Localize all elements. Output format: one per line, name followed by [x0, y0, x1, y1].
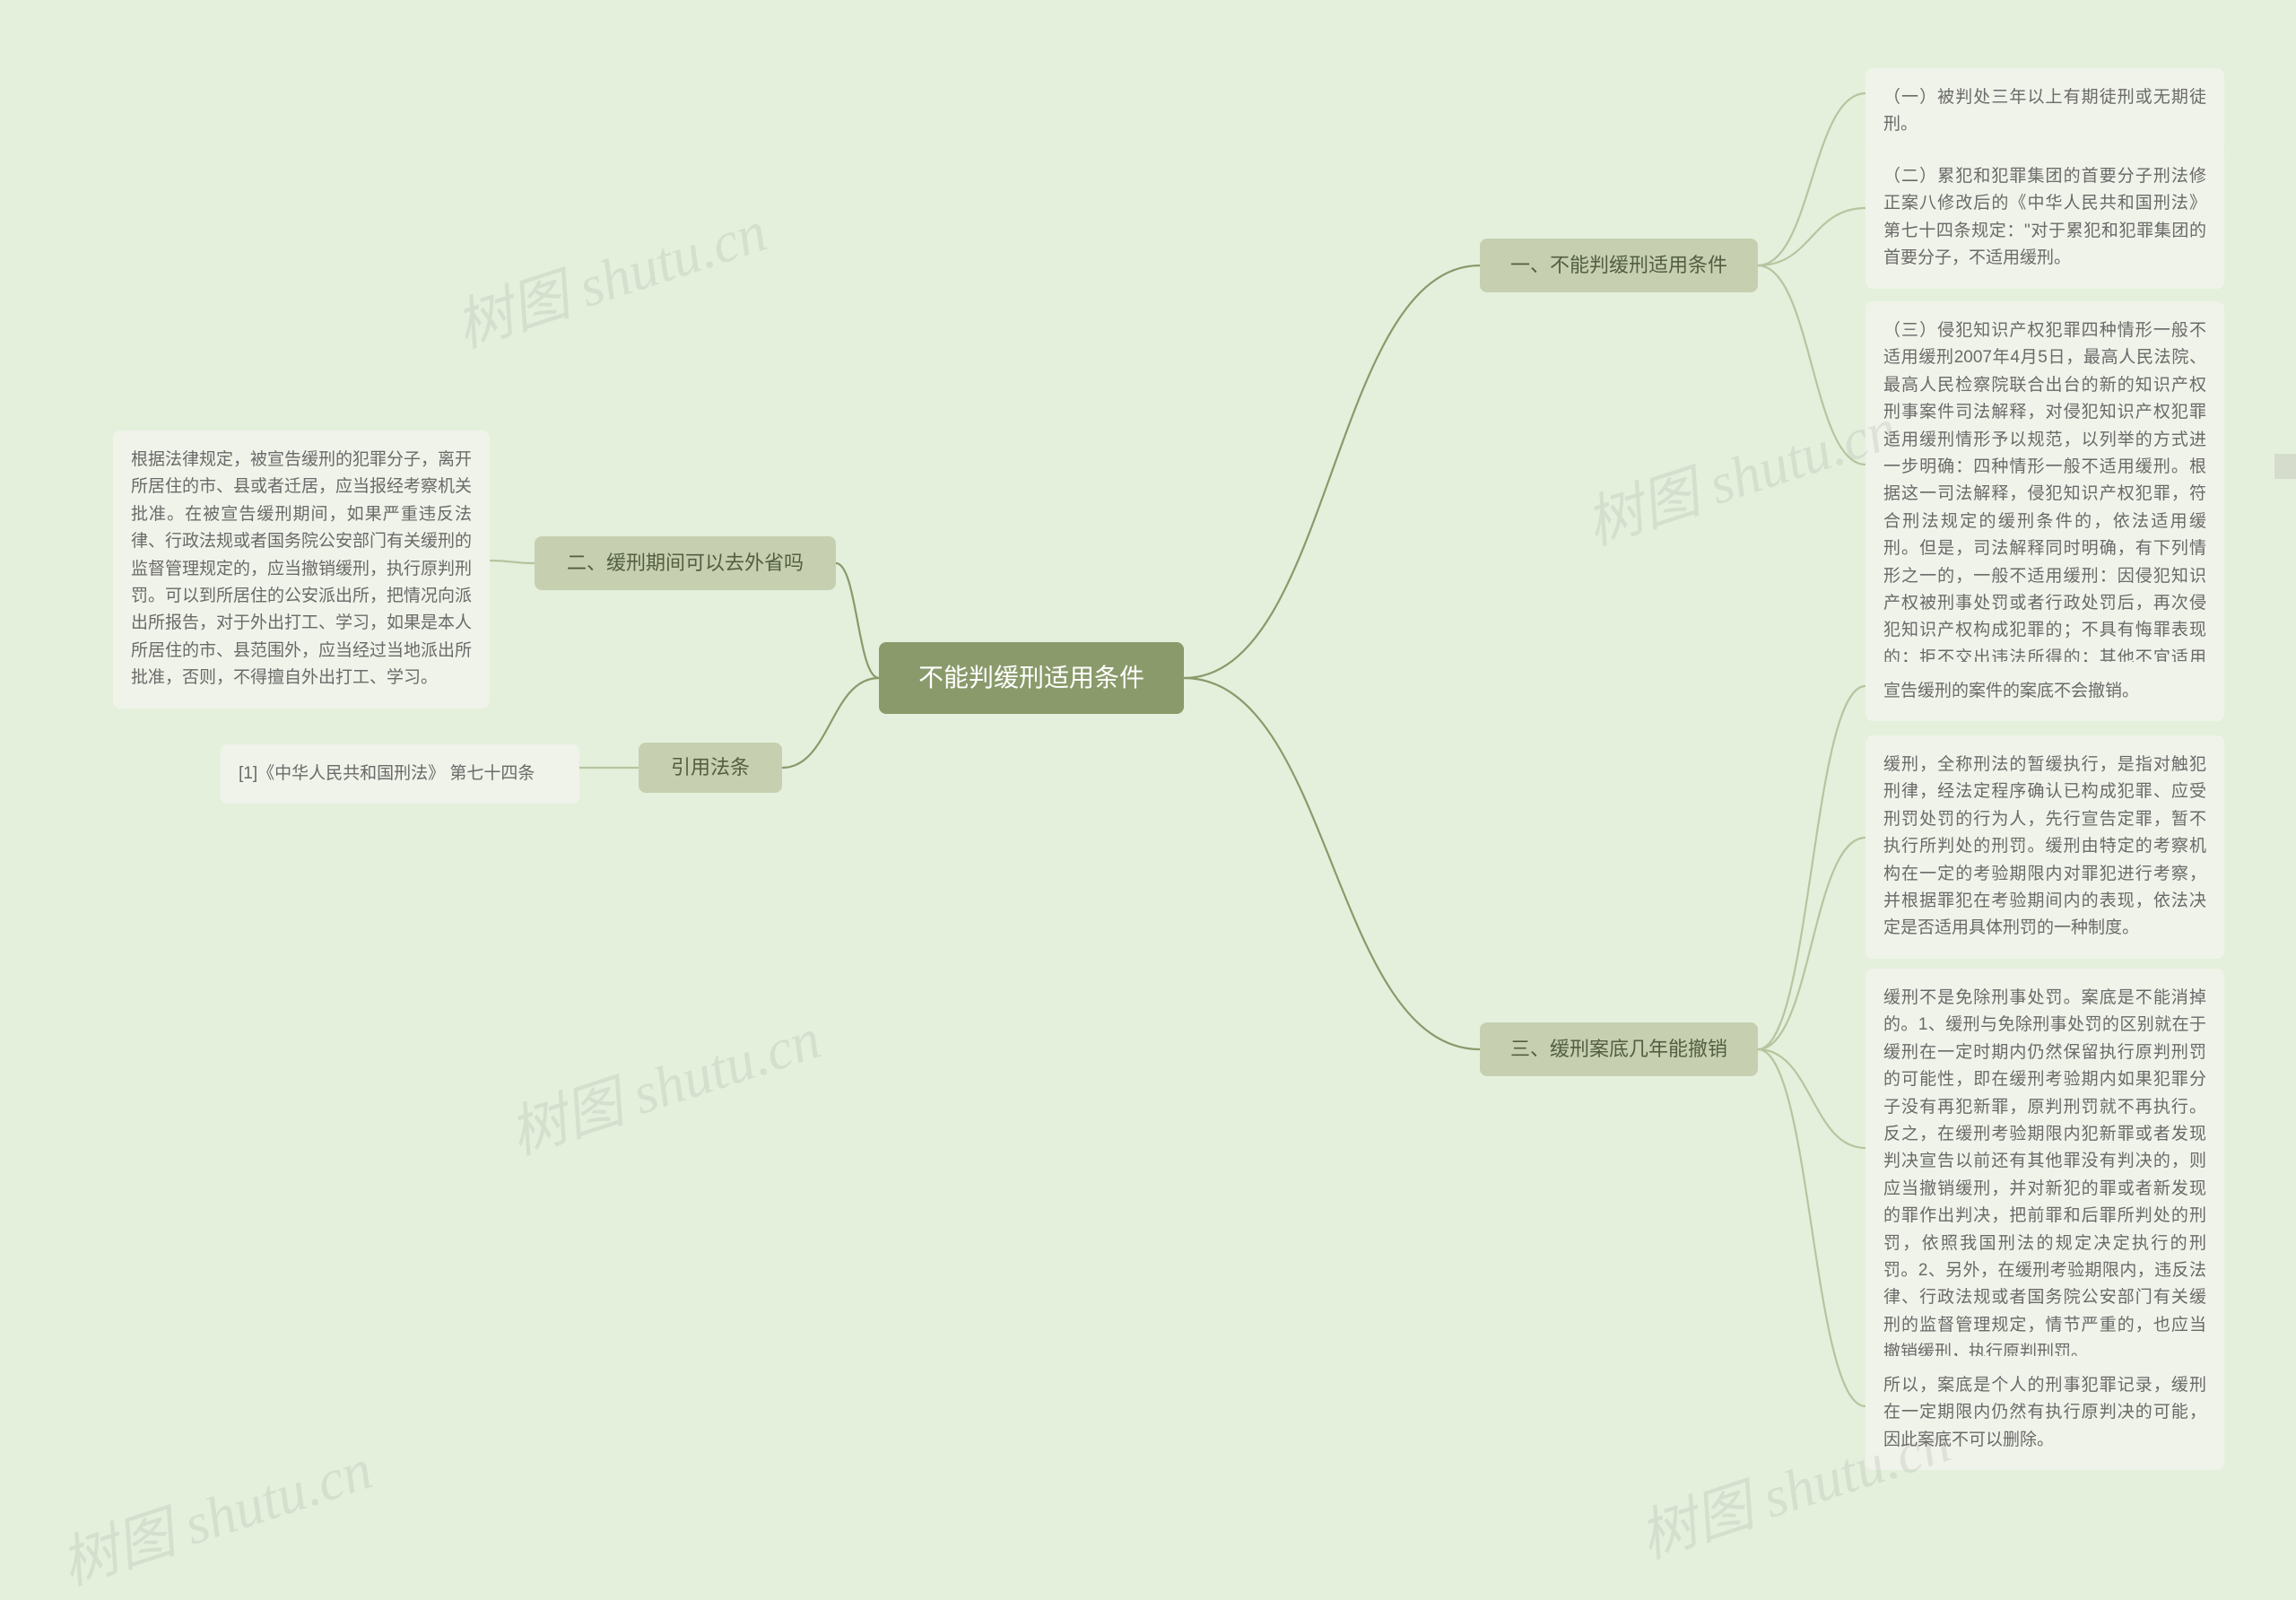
leaf-b3l1[interactable]: 宣告缓刑的案件的案底不会撤销。: [1866, 662, 2224, 721]
watermark-2: 树图 shutu.cn: [498, 993, 830, 1170]
branch-b3[interactable]: 三、缓刑案底几年能撤销: [1480, 1022, 1758, 1076]
root-node[interactable]: 不能判缓刑适用条件: [879, 642, 1184, 714]
side-stub: [2274, 454, 2296, 479]
leaf-b1l2[interactable]: （二）累犯和犯罪集团的首要分子刑法修正案八修改后的《中华人民共和国刑法》第七十四…: [1866, 147, 2224, 289]
leaf-b3l3[interactable]: 缓刑不是免除刑事处罚。案底是不能消掉的。1、缓刑与免除刑事处罚的区别就在于缓刑在…: [1866, 969, 2224, 1382]
branch-b4[interactable]: 引用法条: [639, 743, 782, 793]
branch-b2[interactable]: 二、缓刑期间可以去外省吗: [535, 536, 836, 590]
leaf-b4l1[interactable]: [1]《中华人民共和国刑法》 第七十四条: [221, 744, 579, 804]
branch-b1[interactable]: 一、不能判缓刑适用条件: [1480, 239, 1758, 292]
watermark-1: 树图 shutu.cn: [1574, 383, 1906, 561]
watermark-4: 树图 shutu.cn: [49, 1423, 381, 1600]
leaf-b3l2[interactable]: 缓刑，全称刑法的暂缓执行，是指对触犯刑律，经法定程序确认已构成犯罪、应受刑罚处罚…: [1866, 735, 2224, 959]
leaf-b1l3[interactable]: （三）侵犯知识产权犯罪四种情形一般不适用缓刑2007年4月5日，最高人民法院、最…: [1866, 301, 2224, 715]
leaf-b2l1[interactable]: 根据法律规定，被宣告缓刑的犯罪分子，离开所居住的市、县或者迁居，应当报经考察机关…: [113, 430, 490, 709]
watermark-0: 树图 shutu.cn: [444, 186, 776, 363]
leaf-b1l1[interactable]: （一）被判处三年以上有期徒刑或无期徒刑。: [1866, 68, 2224, 155]
leaf-b3l4[interactable]: 所以，案底是个人的刑事犯罪记录，缓刑在一定期限内仍然有执行原判决的可能，因此案底…: [1866, 1356, 2224, 1470]
